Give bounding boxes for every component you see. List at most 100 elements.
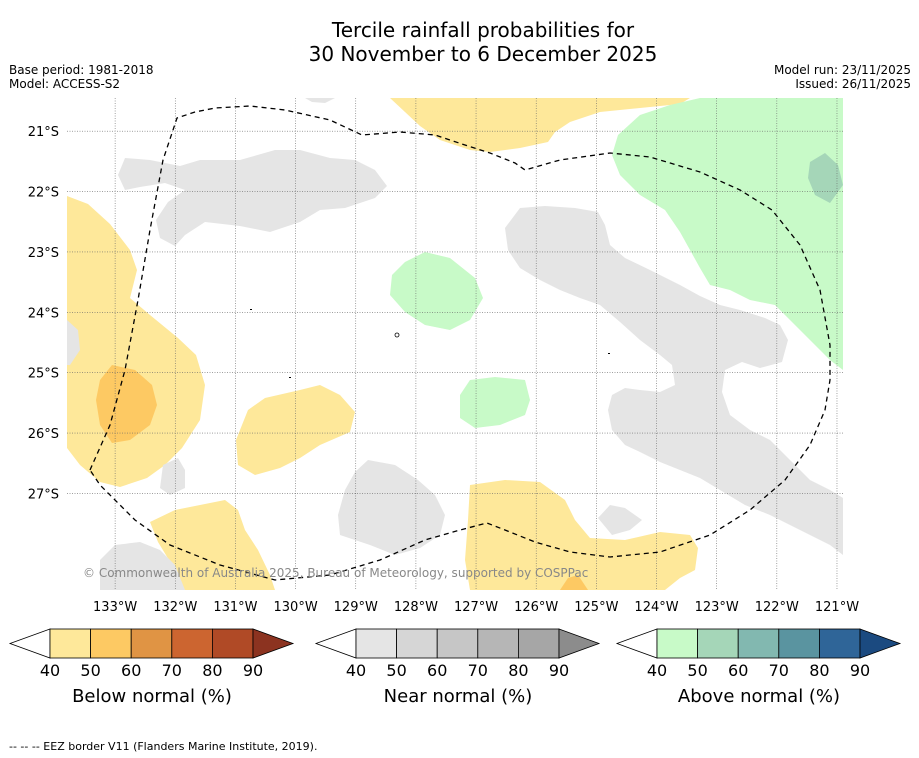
x-tick-label: 129°W bbox=[334, 600, 378, 615]
near-normal-region-northwest bbox=[118, 150, 387, 246]
colorbar-segment bbox=[656, 628, 698, 659]
below-normal-region-south-core bbox=[560, 575, 588, 590]
near-normal-region-east bbox=[505, 206, 843, 555]
x-tick-label: 130°W bbox=[274, 600, 318, 615]
below-normal-region-southwest bbox=[150, 500, 275, 590]
above-normal-label: Above normal (%) bbox=[677, 686, 841, 707]
footer-note: -- -- -- EEZ border V11 (Flanders Marine… bbox=[9, 740, 318, 753]
x-axis-ticks: 133°W 132°W 131°W 130°W 129°W 128°W 127°W 126°W… bbox=[93, 600, 859, 615]
below-normal-region-south bbox=[465, 480, 698, 590]
y-tick-label: 23°S bbox=[28, 246, 59, 261]
near-normal-region-south-central bbox=[338, 460, 445, 555]
colorbar-segment bbox=[130, 628, 173, 659]
x-tick-label: 124°W bbox=[634, 600, 678, 615]
colorbar-level-label: 60 bbox=[728, 661, 748, 680]
x-tick-label: 126°W bbox=[514, 600, 558, 615]
title-line-1: Tercile rainfall probabilities for bbox=[331, 18, 635, 42]
title-line-2: 30 November to 6 December 2025 bbox=[308, 42, 658, 66]
y-tick-label: 25°S bbox=[28, 367, 59, 382]
colorbar-segment bbox=[171, 628, 213, 659]
near-normal-region-southwest bbox=[100, 542, 185, 590]
near-normal-label: Near normal (%) bbox=[383, 686, 533, 707]
colorbar-level-label: 90 bbox=[549, 661, 569, 680]
y-tick-label: 27°S bbox=[28, 487, 59, 502]
model-run: Model run: 23/11/2025 bbox=[773, 63, 911, 77]
colorbar-level-label: 80 bbox=[508, 661, 528, 680]
colorbar-extend-high bbox=[558, 628, 601, 659]
colorbar-segment bbox=[49, 628, 91, 659]
below-normal-region-west-core bbox=[96, 365, 157, 443]
above-normal-region-central-south bbox=[460, 377, 530, 428]
colorbar-level-label: 80 bbox=[202, 661, 222, 680]
x-tick-label: 127°W bbox=[454, 600, 498, 615]
x-tick-label: 131°W bbox=[213, 600, 257, 615]
colorbar-level-label: 60 bbox=[427, 661, 447, 680]
below-normal-region-west bbox=[67, 196, 205, 487]
map-grid bbox=[67, 98, 843, 590]
y-axis-ticks: 21°S 22°S 23°S 24°S 25°S 26°S 27°S bbox=[28, 125, 59, 502]
colorbar-extend-high bbox=[859, 628, 902, 659]
above-normal-region-central bbox=[390, 252, 483, 330]
near-normal-colorbar: 40 50 60 70 80 90 bbox=[314, 628, 601, 680]
x-tick-label: 128°W bbox=[394, 600, 438, 615]
island-marks bbox=[250, 309, 610, 378]
meta-right: Model run: 23/11/2025 Issued: 26/11/2025 bbox=[774, 63, 911, 91]
colorbar-segment bbox=[737, 628, 780, 659]
near-normal-region-small-1 bbox=[160, 458, 185, 495]
chart-title: Tercile rainfall probabilities for 30 No… bbox=[0, 18, 919, 66]
colorbar-segment bbox=[697, 628, 739, 659]
above-normal-region-northeast bbox=[612, 98, 843, 370]
y-tick-label: 24°S bbox=[28, 306, 59, 321]
colorbar-level-label: 50 bbox=[687, 661, 707, 680]
colorbars: 40 50 60 70 80 90 40 50 60 70 80 90 40 50 60 70 80 90 bbox=[8, 628, 902, 680]
x-tick-label: 122°W bbox=[755, 600, 799, 615]
below-normal-label: Below normal (%) bbox=[72, 686, 232, 707]
colorbar-level-label: 70 bbox=[769, 661, 789, 680]
colorbar-segment bbox=[518, 628, 560, 659]
colorbar-segment bbox=[211, 628, 254, 659]
colorbar-level-label: 60 bbox=[121, 661, 141, 680]
near-normal-region-top bbox=[305, 98, 335, 103]
below-normal-region-north bbox=[390, 98, 690, 152]
colorbar-extend-low bbox=[615, 628, 658, 659]
below-normal-colorbar: 40 50 60 70 80 90 bbox=[8, 628, 295, 680]
colorbar-extend-low bbox=[8, 628, 51, 659]
colorbar-segment bbox=[396, 628, 438, 659]
colorbar-segment bbox=[90, 628, 132, 659]
x-tick-label: 121°W bbox=[815, 600, 859, 615]
y-tick-label: 26°S bbox=[28, 427, 59, 442]
colorbar-level-label: 40 bbox=[647, 661, 667, 680]
above-normal-region-northeast-core bbox=[808, 153, 843, 203]
model-name: Model: ACCESS-S2 bbox=[9, 77, 121, 91]
colorbar-level-label: 80 bbox=[809, 661, 829, 680]
above-normal-colorbar: 40 50 60 70 80 90 bbox=[615, 628, 902, 680]
base-period: Base period: 1981-2018 bbox=[9, 63, 154, 77]
colorbar-segment bbox=[355, 628, 397, 659]
copyright-text: © Commonwealth of Australia 2025, Bureau… bbox=[83, 566, 588, 580]
colorbar-level-label: 40 bbox=[346, 661, 366, 680]
colorbar-segment bbox=[778, 628, 820, 659]
colorbar-level-label: 40 bbox=[40, 661, 60, 680]
colorbar-level-label: 70 bbox=[162, 661, 182, 680]
colorbar-segment bbox=[819, 628, 861, 659]
below-normal-region-central bbox=[236, 385, 355, 475]
meta-left: Base period: 1981-2018 Model: ACCESS-S2 bbox=[9, 63, 154, 91]
near-normal-region-small-2 bbox=[67, 320, 80, 365]
colorbar-extend-high bbox=[252, 628, 295, 659]
colorbar-level-label: 70 bbox=[468, 661, 488, 680]
colorbar-level-label: 90 bbox=[243, 661, 263, 680]
y-tick-label: 22°S bbox=[28, 186, 59, 201]
y-tick-label: 21°S bbox=[28, 125, 59, 140]
colorbar-level-label: 90 bbox=[850, 661, 870, 680]
colorbar-level-label: 50 bbox=[386, 661, 406, 680]
colorbar-level-label: 50 bbox=[80, 661, 100, 680]
eez-border bbox=[89, 105, 831, 581]
probability-regions bbox=[67, 98, 843, 590]
colorbar-extend-low bbox=[314, 628, 357, 659]
near-normal-region-small-3 bbox=[598, 505, 642, 535]
x-tick-label: 132°W bbox=[153, 600, 197, 615]
x-tick-label: 123°W bbox=[695, 600, 739, 615]
colorbar-segment bbox=[477, 628, 519, 659]
issued-date: Issued: 26/11/2025 bbox=[795, 77, 911, 91]
